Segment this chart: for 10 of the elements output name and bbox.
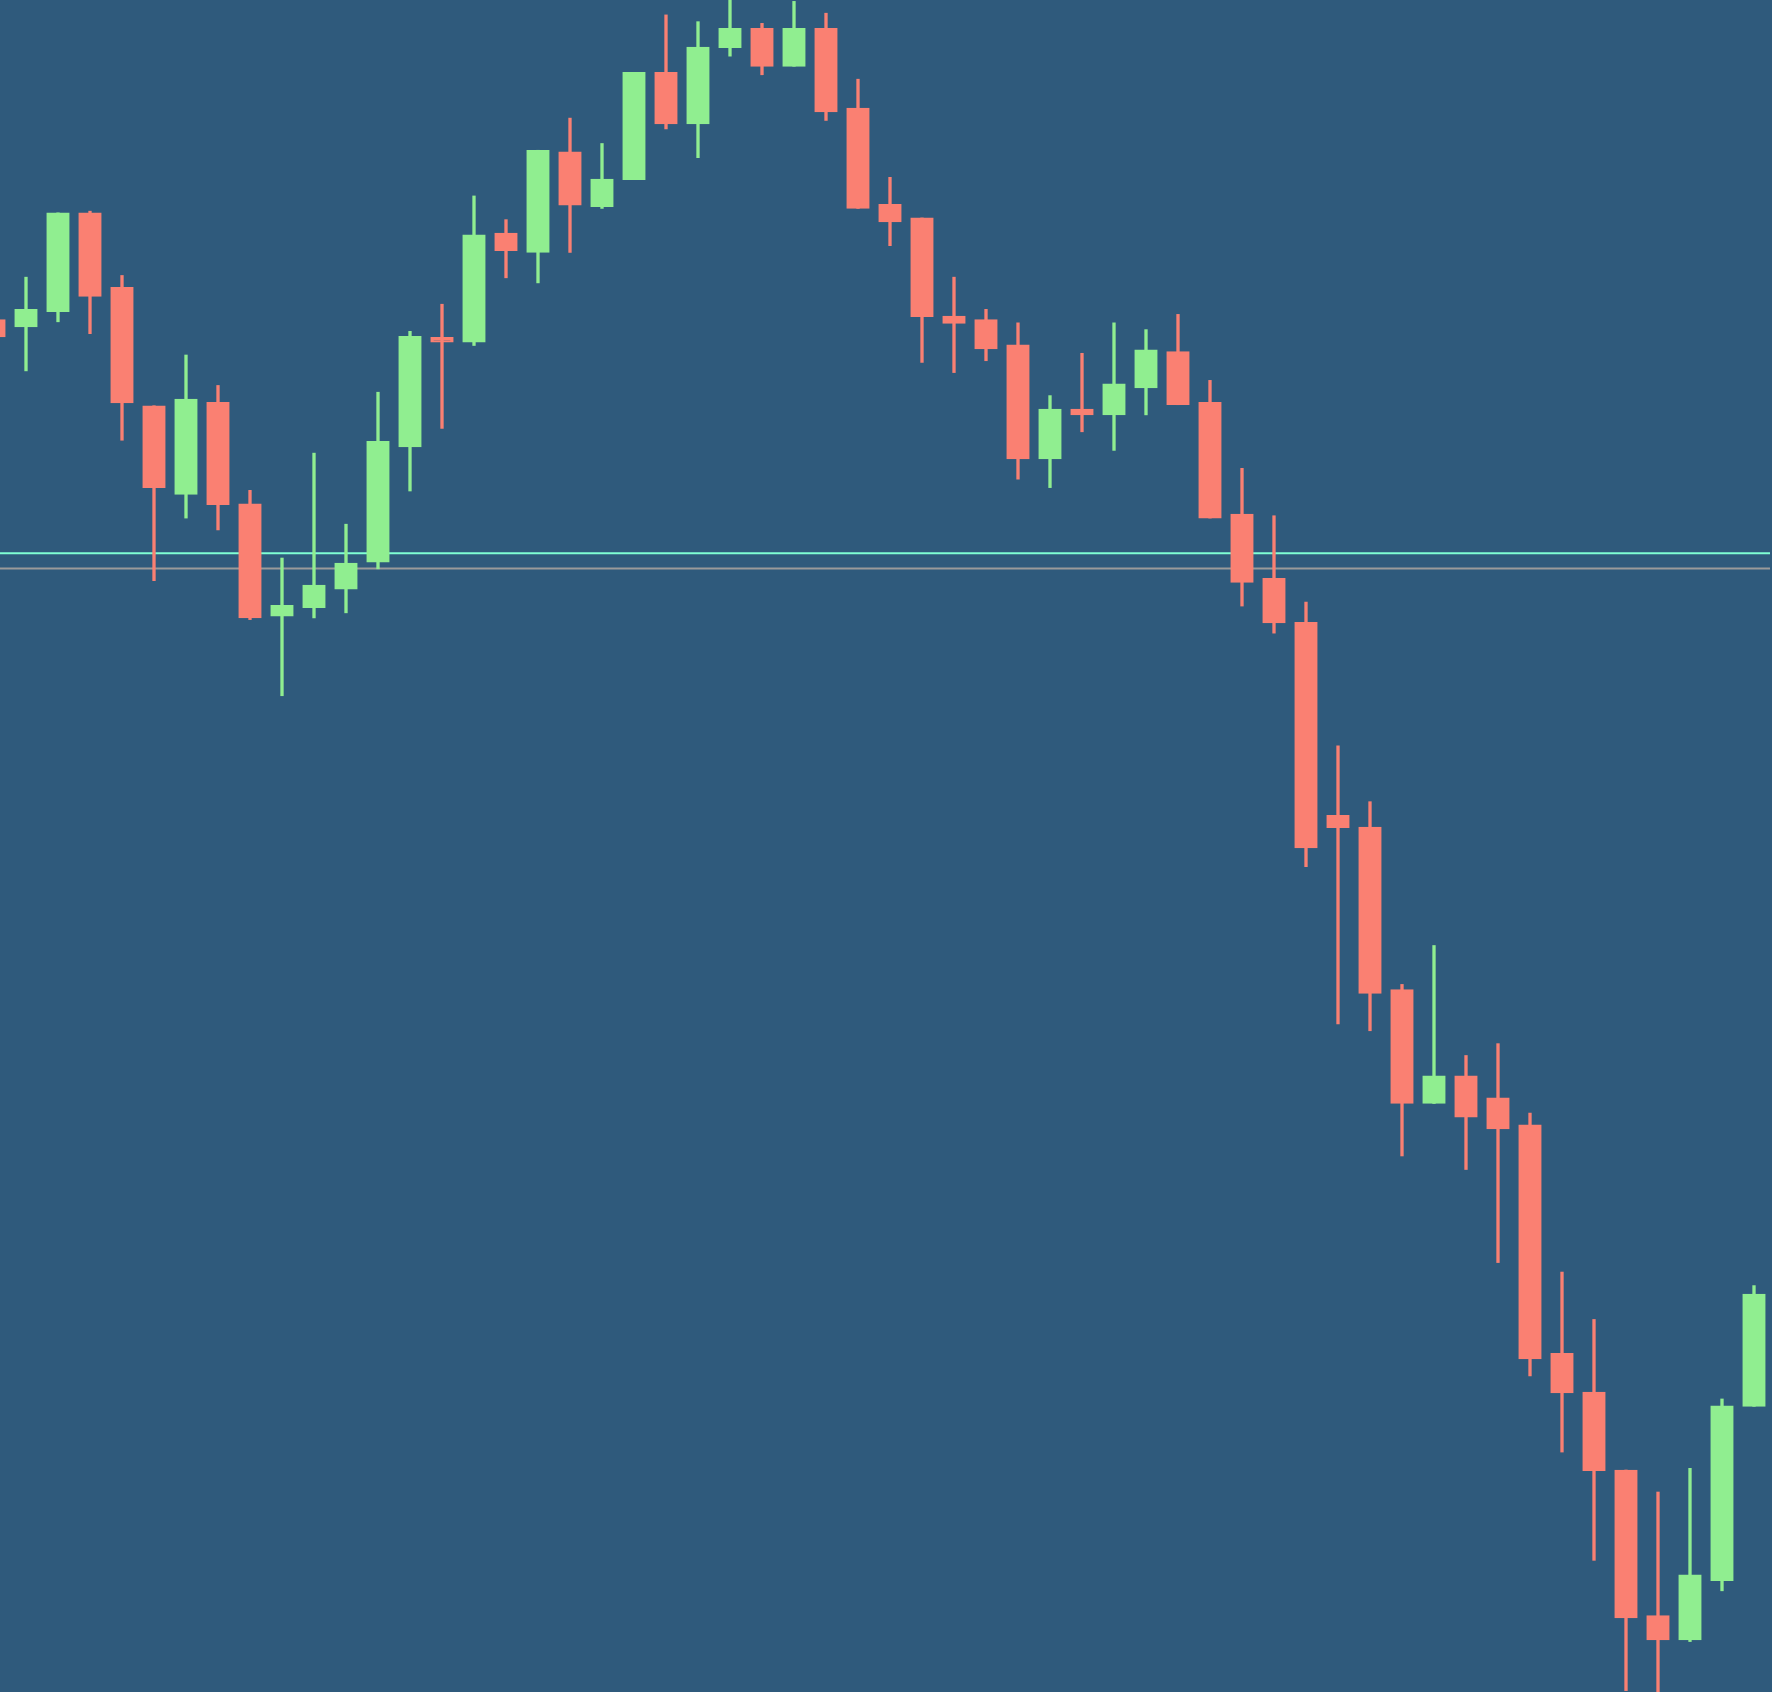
candlestick bbox=[1550, 1271, 1574, 1453]
candlestick bbox=[1326, 745, 1350, 1025]
candlestick bbox=[1646, 1491, 1670, 1692]
candlestick bbox=[302, 452, 326, 619]
candlestick bbox=[942, 276, 966, 373]
candlestick bbox=[1102, 322, 1126, 451]
candlestick bbox=[14, 276, 38, 372]
candlestick bbox=[270, 557, 294, 697]
candlestick bbox=[1486, 1043, 1510, 1263]
candlestick bbox=[1422, 945, 1446, 1104]
